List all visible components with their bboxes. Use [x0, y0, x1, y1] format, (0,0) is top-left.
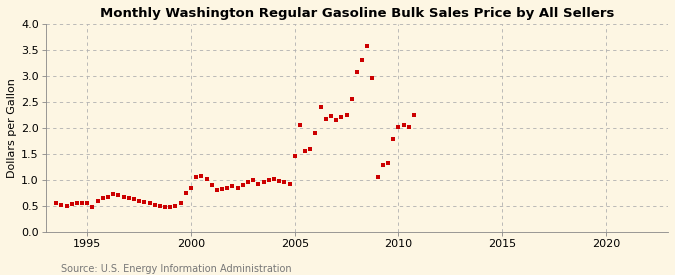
Point	[232, 185, 243, 190]
Point	[408, 113, 419, 117]
Point	[155, 204, 165, 208]
Point	[66, 202, 77, 207]
Point	[290, 154, 300, 159]
Point	[56, 203, 67, 207]
Point	[118, 195, 129, 199]
Point	[51, 201, 61, 205]
Point	[170, 204, 181, 208]
Point	[248, 178, 259, 182]
Point	[180, 191, 191, 195]
Point	[284, 181, 295, 186]
Point	[279, 180, 290, 185]
Point	[362, 43, 373, 48]
Point	[207, 183, 217, 187]
Point	[383, 161, 394, 166]
Point	[108, 192, 119, 197]
Point	[325, 114, 336, 119]
Point	[103, 194, 113, 199]
Point	[149, 203, 160, 207]
Point	[165, 205, 176, 210]
Point	[398, 123, 409, 128]
Point	[393, 125, 404, 129]
Point	[242, 180, 253, 185]
Point	[211, 188, 222, 192]
Text: Source: U.S. Energy Information Administration: Source: U.S. Energy Information Administ…	[61, 264, 292, 274]
Point	[352, 70, 362, 74]
Point	[259, 180, 269, 185]
Point	[97, 196, 108, 200]
Point	[61, 204, 72, 208]
Point	[356, 58, 367, 62]
Point	[217, 187, 227, 191]
Point	[227, 184, 238, 188]
Point	[72, 200, 82, 205]
Point	[124, 196, 134, 200]
Point	[191, 175, 202, 180]
Point	[82, 201, 92, 205]
Point	[269, 177, 279, 181]
Point	[294, 123, 305, 128]
Point	[263, 178, 274, 182]
Point	[336, 115, 347, 120]
Y-axis label: Dollars per Gallon: Dollars per Gallon	[7, 78, 17, 178]
Point	[404, 125, 414, 129]
Point	[341, 113, 352, 117]
Point	[92, 199, 103, 203]
Point	[139, 199, 150, 204]
Point	[128, 197, 139, 201]
Point	[310, 131, 321, 135]
Point	[367, 76, 378, 81]
Point	[274, 179, 285, 183]
Point	[253, 182, 264, 186]
Point	[196, 174, 207, 178]
Point	[176, 201, 186, 205]
Point	[321, 116, 331, 121]
Point	[377, 163, 388, 167]
Point	[388, 137, 399, 142]
Point	[238, 183, 248, 187]
Point	[300, 149, 310, 153]
Point	[113, 193, 124, 198]
Point	[77, 201, 88, 205]
Point	[186, 185, 196, 190]
Point	[373, 175, 383, 180]
Title: Monthly Washington Regular Gasoline Bulk Sales Price by All Sellers: Monthly Washington Regular Gasoline Bulk…	[100, 7, 614, 20]
Point	[201, 177, 212, 181]
Point	[315, 105, 326, 109]
Point	[305, 147, 316, 151]
Point	[134, 199, 144, 203]
Point	[160, 205, 171, 209]
Point	[222, 185, 233, 190]
Point	[144, 201, 155, 205]
Point	[87, 205, 98, 209]
Point	[331, 118, 342, 122]
Point	[346, 97, 357, 101]
